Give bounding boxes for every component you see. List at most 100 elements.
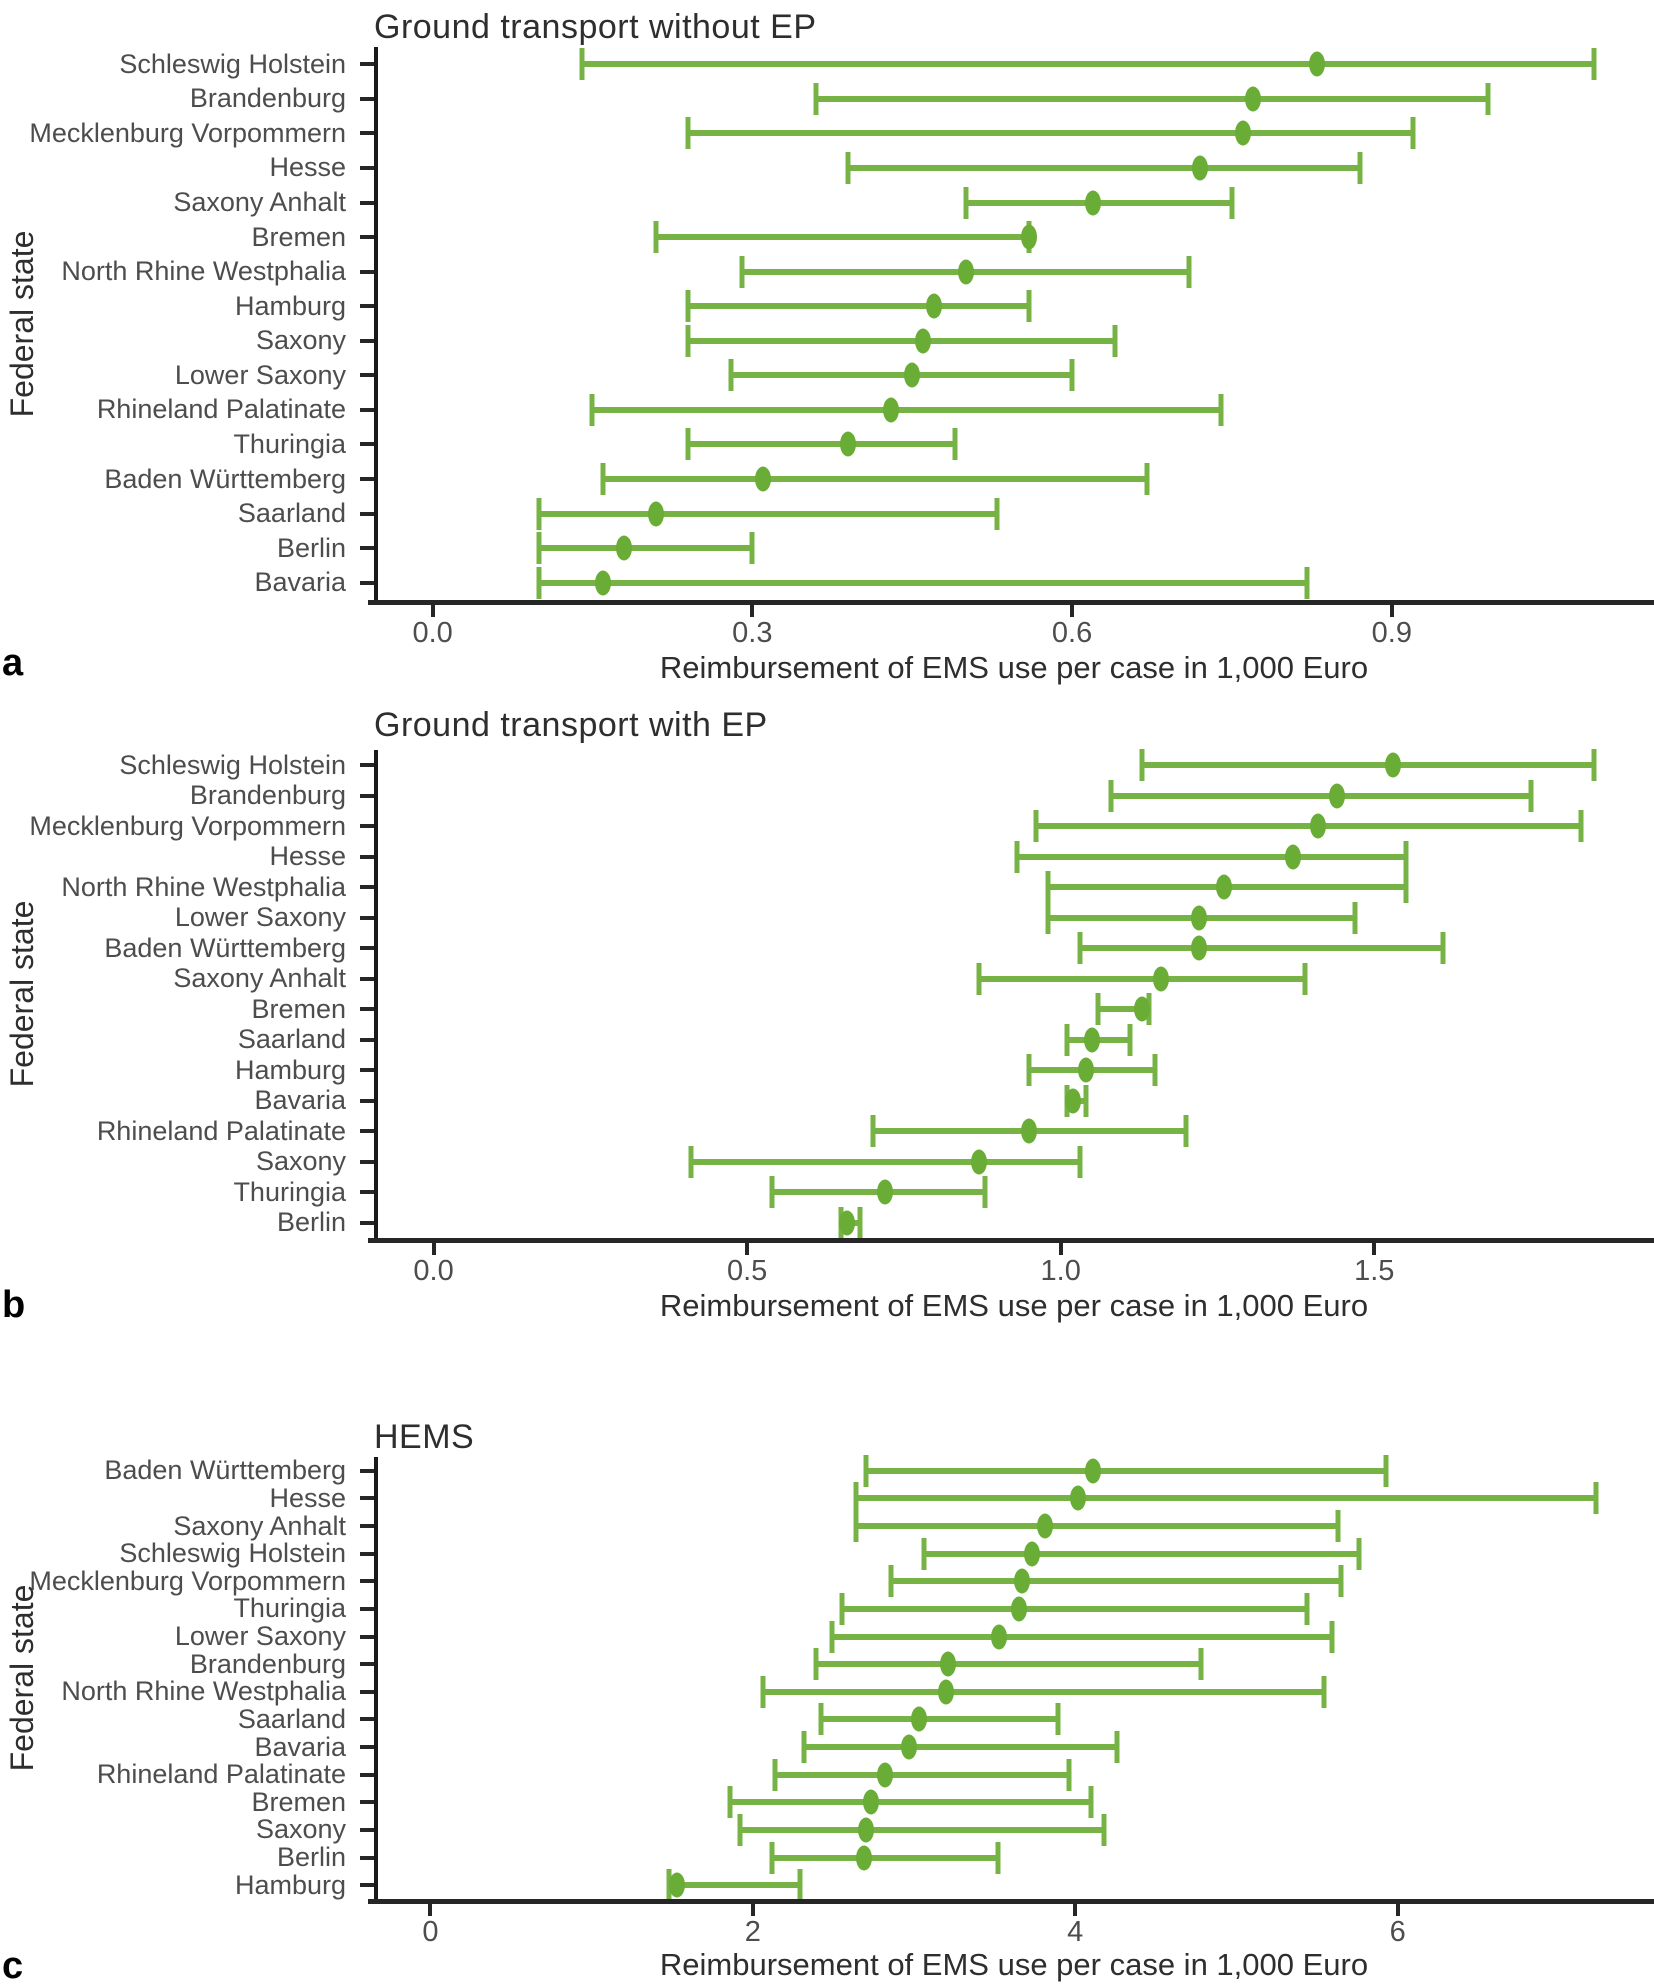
ci-upper-cap	[1304, 566, 1310, 599]
ci-upper-cap	[1186, 255, 1192, 288]
state-row: Brandenburg	[0, 1648, 1654, 1681]
interval-track	[374, 1565, 1654, 1598]
point-estimate-marker	[1021, 224, 1038, 250]
panel-a-y-axis-line	[374, 47, 378, 602]
ci-upper-cap	[1114, 1731, 1120, 1764]
interval-track	[374, 82, 1654, 117]
y-tick-mark	[360, 1098, 374, 1103]
ci-lower-cap	[839, 1592, 844, 1625]
confidence-interval-bar	[762, 1688, 1324, 1695]
confidence-interval-bar	[831, 1633, 1332, 1640]
point-estimate-marker	[1245, 86, 1262, 112]
ci-upper-cap	[1198, 1648, 1204, 1681]
point-estimate-marker	[1215, 874, 1232, 900]
point-estimate-marker	[1021, 1118, 1038, 1144]
interval-track	[374, 901, 1654, 934]
state-row: Saxony	[0, 1145, 1654, 1178]
ci-lower-cap	[737, 1813, 743, 1846]
state-row: Schleswig Holstein	[0, 1537, 1654, 1570]
confidence-interval-bar	[856, 1523, 1338, 1530]
ci-lower-cap	[870, 1115, 876, 1148]
state-row: North Rhine Westphalia	[0, 871, 1654, 904]
point-estimate-marker	[971, 1149, 988, 1175]
ci-upper-cap	[1026, 290, 1032, 323]
confidence-interval-bar	[816, 95, 1488, 102]
panel-b-title: Ground transport with EP	[374, 706, 768, 744]
interval-track	[374, 1145, 1654, 1178]
ci-lower-cap	[760, 1675, 765, 1708]
y-tick-mark	[360, 131, 374, 136]
point-estimate-marker	[882, 397, 899, 423]
ci-upper-cap	[1229, 186, 1235, 219]
interval-track	[374, 1176, 1654, 1209]
y-tick-mark	[360, 1496, 374, 1501]
y-tick-mark	[360, 946, 374, 951]
ci-upper-cap	[1077, 1145, 1083, 1178]
panel-a-x-axis-line	[368, 600, 1654, 605]
confidence-interval-bar	[1016, 853, 1406, 860]
interval-track	[374, 810, 1654, 843]
confidence-interval-bar	[891, 1578, 1342, 1585]
ci-upper-cap	[1383, 1454, 1389, 1487]
interval-track	[374, 47, 1654, 82]
interval-track	[374, 1841, 1654, 1874]
state-row: Baden Württemberg	[0, 932, 1654, 965]
x-tick-label: 0.5	[726, 1255, 768, 1287]
y-tick-mark	[360, 304, 374, 309]
state-label: Thuringia	[233, 1176, 346, 1207]
ci-lower-cap	[579, 48, 585, 81]
state-label: Brandenburg	[189, 83, 346, 114]
ci-upper-cap	[1352, 901, 1358, 934]
confidence-interval-bar	[539, 579, 1307, 586]
state-row: Berlin	[0, 1206, 1654, 1239]
x-tick-label: 2	[744, 1916, 761, 1948]
y-tick-mark	[360, 1159, 374, 1164]
ci-lower-cap	[727, 1786, 733, 1819]
interval-track	[374, 1023, 1654, 1056]
panel-a-x-axis-title: Reimbursement of EMS use per case in 1,0…	[659, 650, 1369, 685]
y-tick-mark	[360, 1772, 374, 1777]
ci-upper-cap	[749, 532, 755, 565]
state-label: Baden Württemberg	[104, 463, 346, 494]
state-label: Rhineland Palatinate	[96, 1115, 346, 1146]
interval-track	[374, 254, 1654, 289]
panel-c: HEMS Federal state Baden Württemberg Hess…	[0, 1412, 1654, 1987]
y-tick-mark	[360, 824, 374, 829]
state-label: Schleswig Holstein	[119, 1538, 346, 1569]
state-label: Schleswig Holstein	[119, 48, 346, 79]
panel-a-plot-area: Federal state Schleswig Holstein Brandenb…	[0, 47, 1654, 602]
point-estimate-marker	[1036, 1513, 1053, 1539]
state-row: Schleswig Holstein	[0, 749, 1654, 782]
y-tick-mark	[360, 1662, 374, 1667]
ci-lower-cap	[853, 1510, 859, 1543]
ci-lower-cap	[1139, 749, 1145, 782]
y-tick-mark	[360, 442, 374, 447]
point-estimate-marker	[840, 431, 857, 457]
state-row: Bavaria	[0, 565, 1654, 600]
interval-track	[374, 1675, 1654, 1708]
point-estimate-marker	[1190, 935, 1207, 961]
interval-track	[374, 565, 1654, 600]
y-tick-mark	[360, 915, 374, 920]
ci-lower-cap	[739, 255, 745, 288]
interval-track	[374, 1510, 1654, 1543]
state-label: Hesse	[269, 841, 346, 872]
point-estimate-marker	[1284, 844, 1301, 870]
ci-lower-cap	[1014, 840, 1020, 873]
ci-lower-cap	[685, 290, 691, 323]
panel-c-title: HEMS	[374, 1418, 475, 1456]
point-estimate-marker	[1023, 1541, 1040, 1567]
confidence-interval-bar	[739, 1826, 1105, 1833]
state-label: Mecklenburg Vorpommern	[29, 810, 346, 841]
interval-track	[374, 1054, 1654, 1087]
x-tick-mark	[428, 1904, 433, 1916]
confidence-interval-bar	[1142, 762, 1594, 769]
state-label: Lower Saxony	[174, 359, 346, 390]
ci-lower-cap	[1045, 871, 1051, 904]
interval-track	[374, 1620, 1654, 1653]
point-estimate-marker	[957, 259, 974, 285]
confidence-interval-bar	[1110, 792, 1532, 799]
state-label: Rhineland Palatinate	[96, 1759, 346, 1790]
state-label: North Rhine Westphalia	[61, 871, 346, 902]
ci-upper-cap	[1357, 151, 1363, 184]
